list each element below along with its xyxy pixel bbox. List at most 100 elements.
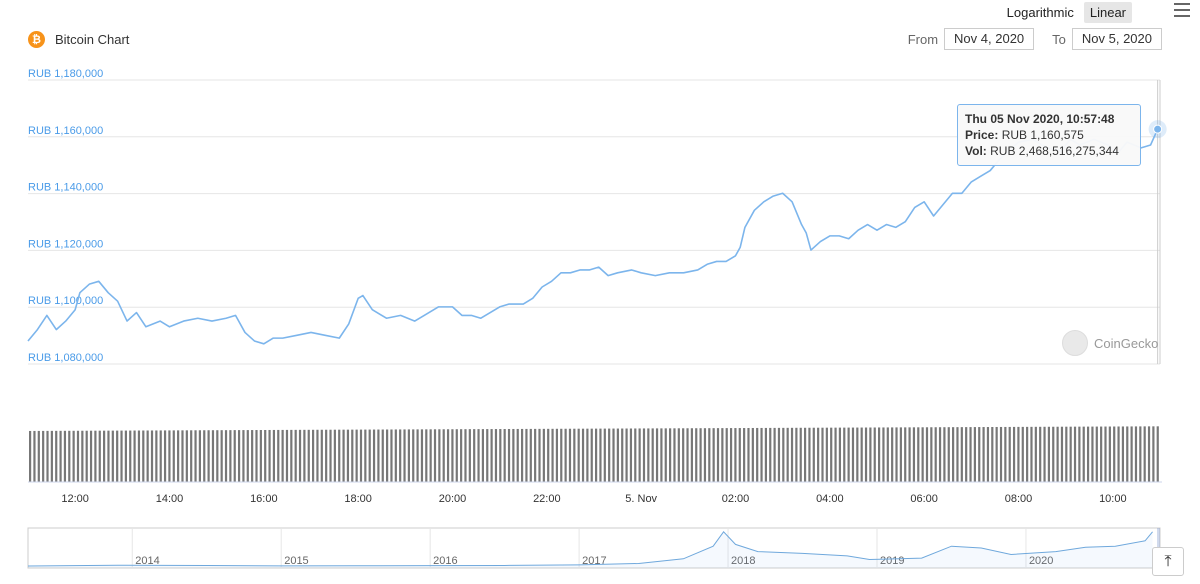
volume-bar	[416, 429, 419, 482]
volume-bar	[725, 428, 728, 482]
from-date-input[interactable]: Nov 4, 2020	[944, 28, 1035, 50]
volume-bar	[237, 430, 241, 482]
volume-bar	[660, 428, 663, 482]
volume-bar	[930, 427, 933, 482]
volume-bar	[586, 428, 589, 482]
volume-bar	[98, 430, 101, 482]
volume-bar	[520, 428, 524, 482]
volume-bar	[407, 429, 410, 482]
volume-bar	[242, 430, 245, 482]
volume-bar	[908, 427, 911, 482]
volume-bar	[947, 427, 950, 482]
coingecko-watermark: CoinGecko	[1062, 330, 1158, 356]
volume-bar	[878, 427, 881, 482]
volume-bar	[120, 430, 123, 482]
volume-bar	[399, 429, 402, 482]
volume-bar	[403, 429, 406, 482]
volume-bar	[1026, 426, 1029, 482]
to-label: To	[1052, 31, 1066, 47]
volume-bar	[669, 428, 672, 482]
volume-bar	[634, 428, 637, 482]
volume-bar	[595, 428, 598, 482]
volume-bar	[973, 427, 976, 482]
volume-bar	[642, 428, 646, 482]
volume-bar	[682, 428, 685, 482]
volume-bar	[268, 429, 271, 482]
volume-bar	[1139, 426, 1142, 482]
volume-bar	[547, 428, 550, 482]
to-date-input[interactable]: Nov 5, 2020	[1071, 28, 1162, 50]
navigator-line	[27, 531, 1153, 567]
navigator-area	[28, 531, 1153, 568]
volume-bar	[63, 430, 67, 482]
volume-bar	[224, 430, 228, 482]
volume-bar	[451, 429, 454, 482]
volume-bar	[1086, 426, 1090, 482]
volume-bar	[812, 427, 815, 482]
linear-button[interactable]: Linear	[1083, 2, 1132, 23]
volume-bar	[677, 428, 680, 482]
volume-bar	[864, 427, 868, 482]
volume-bar	[168, 430, 171, 482]
grid-lines	[28, 79, 1161, 365]
volume-bar	[281, 429, 284, 482]
volume-bar	[952, 427, 955, 482]
volume-bar	[137, 430, 141, 482]
volume-bar	[581, 428, 585, 482]
volume-bar	[808, 427, 811, 482]
volume-bar	[991, 427, 994, 482]
volume-bar	[89, 430, 93, 482]
volume-bar	[412, 429, 415, 482]
volume-bar	[116, 430, 119, 482]
volume-bar	[1152, 426, 1155, 482]
volume-bar	[259, 430, 262, 482]
volume-bar	[999, 426, 1003, 482]
tooltip-vol-value: RUB 2,468,516,275,344	[990, 144, 1119, 158]
volume-bar	[159, 430, 162, 482]
volume-bar	[625, 428, 628, 482]
volume-bar	[712, 428, 715, 482]
y-tick-label: RUB 1,180,000	[28, 68, 103, 80]
volume-bar	[68, 430, 71, 482]
volume-bar	[368, 429, 371, 482]
volume-bar	[786, 427, 789, 482]
volume-bar	[194, 430, 197, 482]
hamburger-menu-icon[interactable]	[1174, 3, 1190, 17]
volume-bar	[686, 428, 689, 482]
volume-bar	[699, 428, 702, 482]
volume-bar	[503, 429, 506, 482]
volume-bar	[37, 430, 40, 482]
volume-bar	[799, 427, 802, 482]
volume-bar	[769, 427, 772, 482]
volume-bar	[390, 429, 393, 482]
from-label: From	[907, 31, 939, 47]
x-tick-label: 08:00	[1005, 493, 1033, 505]
volume-bar	[1147, 426, 1151, 482]
volume-bar	[764, 427, 767, 482]
volume-bar	[50, 430, 53, 482]
arrow-up-icon: ⤒	[1164, 552, 1172, 570]
volume-bar	[1008, 426, 1011, 482]
watermark-text: CoinGecko	[1094, 335, 1159, 351]
scroll-to-top-button[interactable]: ⤒	[1152, 547, 1184, 576]
volume-bar	[46, 430, 49, 482]
volume-bar	[834, 427, 837, 482]
volume-bar	[899, 427, 902, 482]
volume-bar	[860, 427, 863, 482]
logarithmic-button[interactable]: Logarithmic	[1006, 5, 1074, 20]
volume-bar	[486, 429, 489, 482]
volume-bar	[721, 428, 724, 482]
volume-bar	[216, 430, 219, 482]
volume-bar	[372, 429, 376, 482]
bitcoin-logo-icon: ₿	[28, 31, 45, 48]
x-tick-label: 14:00	[156, 493, 184, 505]
volume-bar	[72, 430, 75, 482]
volume-bar	[1126, 426, 1129, 482]
price-tooltip: Thu 05 Nov 2020, 10:57:48 Price: RUB 1,1…	[957, 104, 1141, 166]
x-tick-label: 20:00	[439, 493, 467, 505]
volume-bar	[616, 428, 619, 482]
volume-bar	[895, 427, 898, 482]
volume-bar	[703, 428, 707, 482]
x-tick-label: 12:00	[61, 493, 89, 505]
